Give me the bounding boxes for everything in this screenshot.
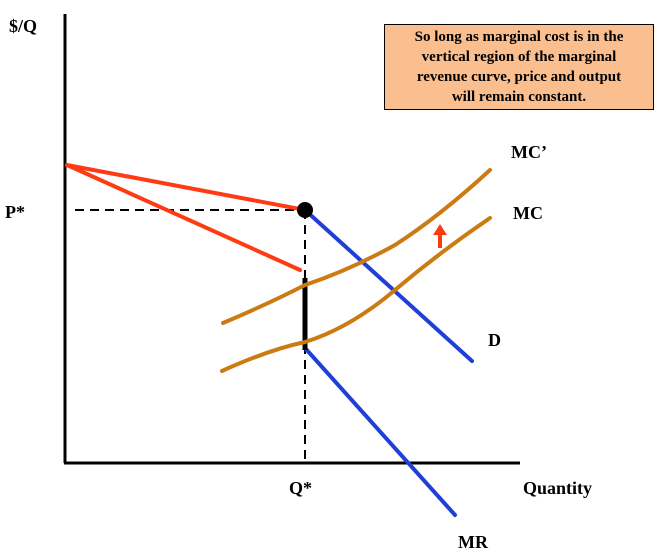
explanation-note: So long as marginal cost is in the verti…	[384, 24, 654, 110]
note-line: So long as marginal cost is in the	[414, 29, 624, 45]
marginal-revenue-lower-segment	[303, 346, 457, 517]
marginal-cost-label: MC	[513, 203, 543, 223]
up-arrow-icon	[433, 224, 447, 248]
demand-upper-segment	[65, 163, 307, 212]
note-line: vertical region of the marginal	[421, 49, 617, 65]
p-star-label: P*	[5, 202, 25, 222]
y-axis-label: $/Q	[9, 16, 37, 36]
marginal-revenue-upper-segment	[65, 163, 302, 272]
marginal-cost-shifted-label: MC’	[511, 142, 547, 162]
kink-point	[297, 202, 313, 218]
x-axis-label: Quantity	[523, 478, 592, 498]
marginal-cost-curve	[220, 216, 492, 373]
marginal-revenue-label: MR	[458, 532, 489, 552]
note-line: will remain constant.	[451, 89, 587, 105]
note-line: revenue curve, price and output	[416, 69, 622, 85]
q-star-label: Q*	[289, 478, 312, 498]
demand-label: D	[488, 330, 501, 350]
demand-lower-segment	[303, 208, 474, 363]
marginal-cost-shifted-curve	[221, 168, 492, 325]
